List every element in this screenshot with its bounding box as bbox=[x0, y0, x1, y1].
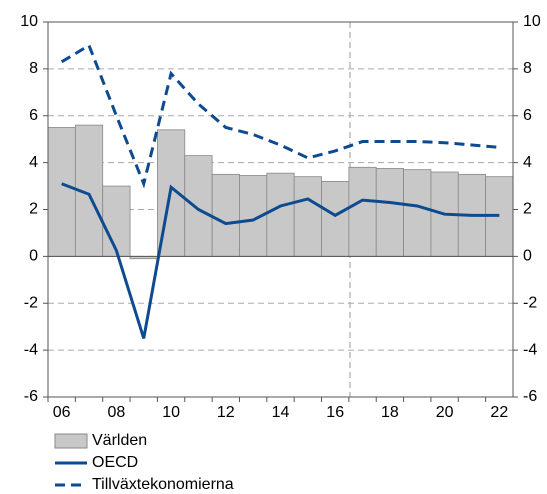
y2-tick-label: 0 bbox=[523, 248, 532, 265]
y-tick-label: -4 bbox=[24, 341, 38, 358]
x-tick-label: 18 bbox=[381, 404, 399, 421]
y-tick-label: 10 bbox=[20, 13, 38, 30]
y2-tick-label: -6 bbox=[523, 388, 537, 405]
bar bbox=[403, 169, 432, 257]
y2-tick-label: 6 bbox=[523, 107, 532, 124]
bar bbox=[266, 172, 295, 257]
y-tick-label: -6 bbox=[24, 388, 38, 405]
bar bbox=[47, 127, 76, 257]
bar bbox=[375, 168, 404, 257]
x-tick-label: 08 bbox=[107, 404, 125, 421]
y2-tick-label: 8 bbox=[523, 60, 532, 77]
bar bbox=[348, 166, 377, 257]
y2-tick-label: 2 bbox=[523, 201, 532, 218]
y-tick-label: 8 bbox=[29, 60, 38, 77]
bar bbox=[293, 176, 322, 257]
y-tick-label: 6 bbox=[29, 107, 38, 124]
line bbox=[60, 43, 500, 189]
bar bbox=[102, 185, 131, 257]
legend-label: Världen bbox=[92, 432, 147, 449]
x-tick-label: 14 bbox=[272, 404, 290, 421]
y-tick-label: 0 bbox=[29, 248, 38, 265]
y-tick-label: -2 bbox=[24, 294, 38, 311]
x-tick-label: 06 bbox=[53, 404, 71, 421]
x-tick-label: 10 bbox=[162, 404, 180, 421]
x-tick-label: 20 bbox=[436, 404, 454, 421]
legend-swatch bbox=[54, 433, 88, 449]
bar bbox=[184, 155, 213, 257]
plot-frame bbox=[47, 21, 514, 398]
bar bbox=[211, 173, 240, 257]
x-tick-label: 22 bbox=[490, 404, 508, 421]
y-tick-label: 2 bbox=[29, 201, 38, 218]
bar bbox=[321, 180, 350, 257]
y2-tick-label: -4 bbox=[523, 341, 537, 358]
y2-tick-label: 4 bbox=[523, 154, 532, 171]
x-tick-label: 12 bbox=[217, 404, 235, 421]
legend-label: OECD bbox=[92, 454, 138, 471]
legend-label: Tillväxtekonomierna bbox=[92, 476, 234, 493]
y2-tick-label: 10 bbox=[523, 13, 541, 30]
y-tick-label: 4 bbox=[29, 154, 38, 171]
x-tick-label: 16 bbox=[326, 404, 344, 421]
y2-tick-label: -2 bbox=[523, 294, 537, 311]
line bbox=[61, 182, 500, 339]
